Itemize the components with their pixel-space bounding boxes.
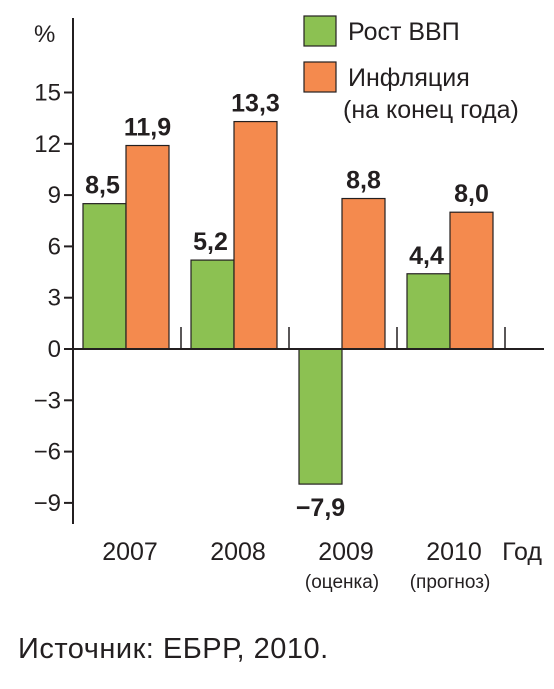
bar-chart: −9 −6 −3 0 3 6 9 12 15% 8,5 11,9 2007 5,2 13,3 2008 −7,… bbox=[34, 15, 544, 593]
x-tick-note: (прогноз) bbox=[410, 572, 491, 593]
bar-inflation bbox=[449, 211, 494, 350]
data-label-growth: 4,4 bbox=[409, 242, 444, 270]
data-label-inflation: 8,0 bbox=[454, 180, 489, 208]
y-tick-label: 15 bbox=[34, 80, 61, 107]
data-label-growth: 5,2 bbox=[193, 228, 228, 256]
source-note: Источник: ЕБРР, 2010. bbox=[18, 633, 329, 665]
data-label-inflation: 8,8 bbox=[346, 167, 381, 195]
bar-inflation bbox=[125, 144, 170, 350]
y-tick-label: 9 bbox=[48, 182, 61, 209]
y-tick-label: −9 bbox=[34, 490, 61, 517]
legend-label-inflation-note: (на конец года) bbox=[343, 96, 519, 124]
data-label-growth: −7,9 bbox=[296, 494, 345, 522]
legend-swatch-growth bbox=[303, 15, 337, 47]
data-label-inflation: 11,9 bbox=[124, 114, 171, 142]
legend-label-growth: Рост ВВП bbox=[348, 18, 460, 46]
bar-growth bbox=[190, 259, 235, 350]
legend-label-inflation: Инфляция bbox=[348, 64, 470, 92]
y-tick-label: 3 bbox=[48, 285, 61, 312]
y-tick-label: −6 bbox=[34, 439, 61, 466]
y-tick-label: −3 bbox=[34, 387, 61, 414]
bar-inflation bbox=[341, 197, 386, 350]
y-tick-label: 12 bbox=[34, 131, 61, 158]
x-tick-label: 2010 bbox=[426, 538, 482, 566]
y-tick-label: 0 bbox=[48, 336, 61, 363]
x-axis-title: Год bbox=[502, 538, 542, 566]
y-axis-title: % bbox=[34, 21, 55, 48]
y-tick-label: 6 bbox=[48, 233, 61, 260]
bar-growth bbox=[406, 273, 451, 350]
x-tick-note: (оценка) bbox=[305, 572, 379, 593]
data-label-growth: 8,5 bbox=[85, 172, 120, 200]
bar-growth bbox=[298, 348, 343, 485]
bar-inflation bbox=[233, 120, 278, 350]
x-tick-label: 2009 bbox=[318, 538, 374, 566]
bar-growth bbox=[82, 203, 127, 350]
x-tick-label: 2008 bbox=[210, 538, 266, 566]
legend-swatch-inflation bbox=[303, 61, 337, 93]
x-tick-label: 2007 bbox=[102, 538, 158, 566]
data-label-inflation: 13,3 bbox=[231, 90, 280, 118]
